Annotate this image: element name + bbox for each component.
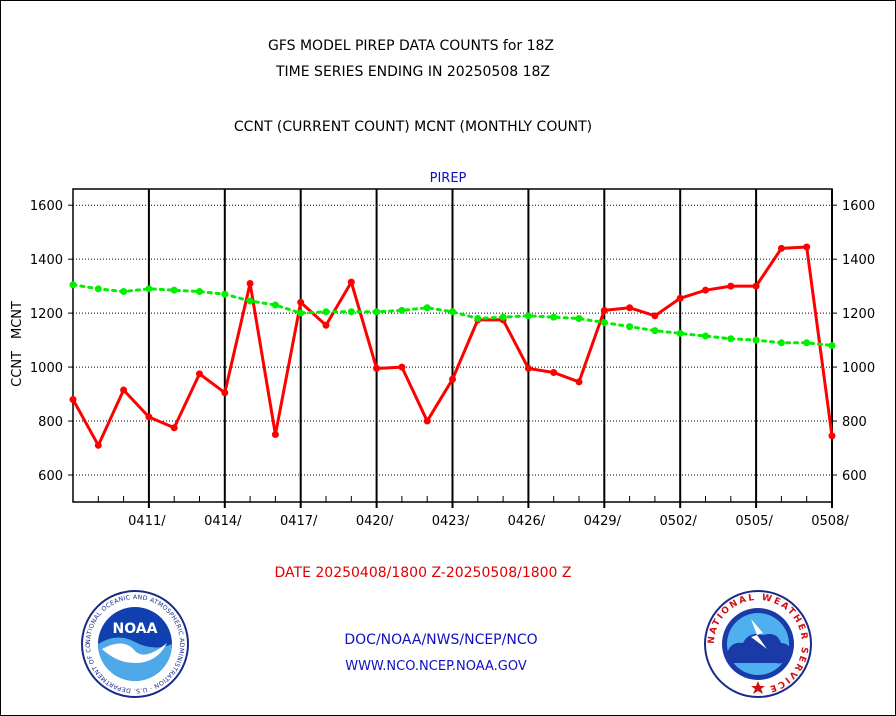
data-point-ccnt-25	[702, 286, 709, 294]
series-layer	[69, 243, 836, 449]
x-tick-label-0411: 0411/	[128, 514, 166, 529]
chart-title-line-1: GFS MODEL PIREP DATA COUNTS for 18Z	[267, 38, 555, 54]
data-point-ccnt-21	[600, 306, 608, 314]
data-point-mcnt-2	[120, 288, 128, 296]
svg-text:NOAA: NOAA	[113, 621, 158, 637]
data-point-mcnt-28	[777, 339, 785, 347]
data-point-mcnt-15	[449, 308, 456, 316]
y-tick-label-right-1000: 1000	[842, 361, 875, 376]
noaa-logo-icon: NATIONAL OCEANIC AND ATMOSPHERIC ADMINIS…	[80, 589, 189, 698]
data-point-ccnt-23	[651, 312, 659, 320]
x-tick-label-0508: 0508/	[811, 514, 849, 529]
data-point-ccnt-4	[170, 424, 178, 432]
data-point-mcnt-11	[347, 308, 355, 316]
y-tick-label-left-1000: 1000	[30, 361, 63, 376]
data-point-mcnt-0	[69, 281, 77, 289]
data-point-ccnt-5	[196, 370, 203, 378]
data-point-mcnt-3	[145, 285, 153, 293]
data-point-mcnt-29	[803, 339, 811, 347]
x-tick-label-0414: 0414/	[204, 514, 242, 529]
x-tick-label-0426: 0426/	[508, 514, 546, 529]
data-point-ccnt-8	[271, 431, 279, 439]
tick-labels: 600 600 800 800 1000 1000 1200 1200 1400 1400 1600…	[30, 199, 875, 529]
data-point-ccnt-15	[449, 375, 456, 383]
data-point-mcnt-4	[170, 286, 178, 294]
data-point-mcnt-21	[600, 319, 608, 327]
data-point-mcnt-16	[474, 315, 482, 323]
data-point-ccnt-7	[246, 279, 254, 287]
x-tick-label-0429: 0429/	[584, 514, 622, 529]
x-tick-label-0420: 0420/	[356, 514, 394, 529]
y-tick-label-right-1400: 1400	[842, 253, 875, 268]
data-point-ccnt-9	[297, 298, 305, 306]
data-point-ccnt-19	[550, 368, 558, 376]
data-point-mcnt-23	[651, 327, 659, 335]
data-point-ccnt-3	[145, 413, 153, 421]
data-point-mcnt-19	[550, 313, 558, 321]
data-point-ccnt-28	[777, 244, 785, 252]
y-axis-label-ccnt: CCNT	[10, 351, 25, 387]
data-point-ccnt-12	[373, 364, 381, 372]
data-point-mcnt-22	[626, 323, 634, 331]
data-point-mcnt-9	[297, 309, 305, 317]
plot-title: PIREP	[429, 171, 467, 186]
org-path: DOC/NOAA/NWS/NCEP/NCO	[344, 632, 538, 648]
data-point-ccnt-13	[398, 363, 406, 371]
data-point-ccnt-26	[727, 282, 735, 290]
data-point-mcnt-8	[271, 301, 279, 309]
y-tick-label-right-1600: 1600	[842, 199, 875, 214]
data-point-mcnt-30	[828, 342, 836, 349]
y-tick-label-left-1400: 1400	[30, 253, 63, 268]
y-tick-label-left-1200: 1200	[30, 307, 63, 322]
date-range: DATE 20250408/1800 Z-20250508/1800 Z	[274, 565, 572, 581]
data-point-ccnt-6	[221, 389, 229, 397]
y-tick-label-right-600: 600	[842, 469, 867, 484]
site-url: WWW.NCO.NCEP.NOAA.GOV	[345, 659, 527, 674]
data-point-mcnt-25	[702, 332, 709, 340]
data-point-mcnt-10	[322, 308, 330, 316]
y-tick-label-left-600: 600	[38, 469, 63, 484]
x-tick-label-0417: 0417/	[280, 514, 318, 529]
data-point-ccnt-24	[676, 294, 684, 302]
data-point-ccnt-20	[575, 378, 583, 386]
x-tick-label-0505: 0505/	[735, 514, 773, 529]
data-point-mcnt-7	[246, 297, 254, 305]
data-point-ccnt-2	[120, 386, 128, 394]
y-tick-label-right-800: 800	[842, 415, 867, 430]
nws-logo-icon: NATIONAL WEATHER SERVICE ·	[704, 590, 812, 698]
data-point-ccnt-1	[94, 441, 102, 449]
data-point-mcnt-6	[221, 290, 229, 298]
y-tick-label-left-1600: 1600	[30, 199, 63, 214]
data-point-ccnt-29	[803, 243, 811, 251]
data-point-mcnt-14	[423, 304, 431, 312]
data-point-ccnt-11	[347, 278, 355, 286]
x-tick-label-0423: 0423/	[432, 514, 470, 529]
data-point-ccnt-27	[752, 282, 760, 290]
y-tick-label-left-800: 800	[38, 415, 63, 430]
data-point-mcnt-5	[196, 288, 203, 296]
data-point-mcnt-20	[575, 315, 583, 323]
y-tick-label-right-1200: 1200	[842, 307, 875, 322]
data-point-mcnt-17	[499, 313, 507, 321]
data-point-ccnt-0	[69, 395, 77, 403]
data-point-ccnt-14	[423, 417, 431, 425]
grid-layer	[73, 189, 833, 508]
data-point-ccnt-30	[828, 432, 836, 440]
data-point-ccnt-22	[626, 304, 634, 312]
y-axis-label-mcnt: MCNT	[10, 301, 25, 339]
data-point-mcnt-27	[752, 336, 760, 344]
y-axis-label: CCNT MCNT	[10, 301, 25, 387]
data-point-mcnt-26	[727, 335, 735, 343]
data-point-mcnt-1	[94, 285, 102, 293]
chart-title-line-2: TIME SERIES ENDING IN 20250508 18Z	[276, 64, 550, 80]
x-tick-label-0502: 0502/	[659, 514, 697, 529]
data-point-ccnt-10	[322, 321, 330, 329]
chart-title-line-3: CCNT (CURRENT COUNT) MCNT (MONTHLY COUNT…	[233, 119, 593, 135]
data-point-mcnt-24	[676, 329, 684, 337]
data-point-mcnt-13	[398, 306, 406, 314]
data-point-ccnt-18	[524, 364, 532, 372]
data-point-mcnt-12	[373, 308, 381, 316]
data-point-mcnt-18	[524, 312, 532, 320]
